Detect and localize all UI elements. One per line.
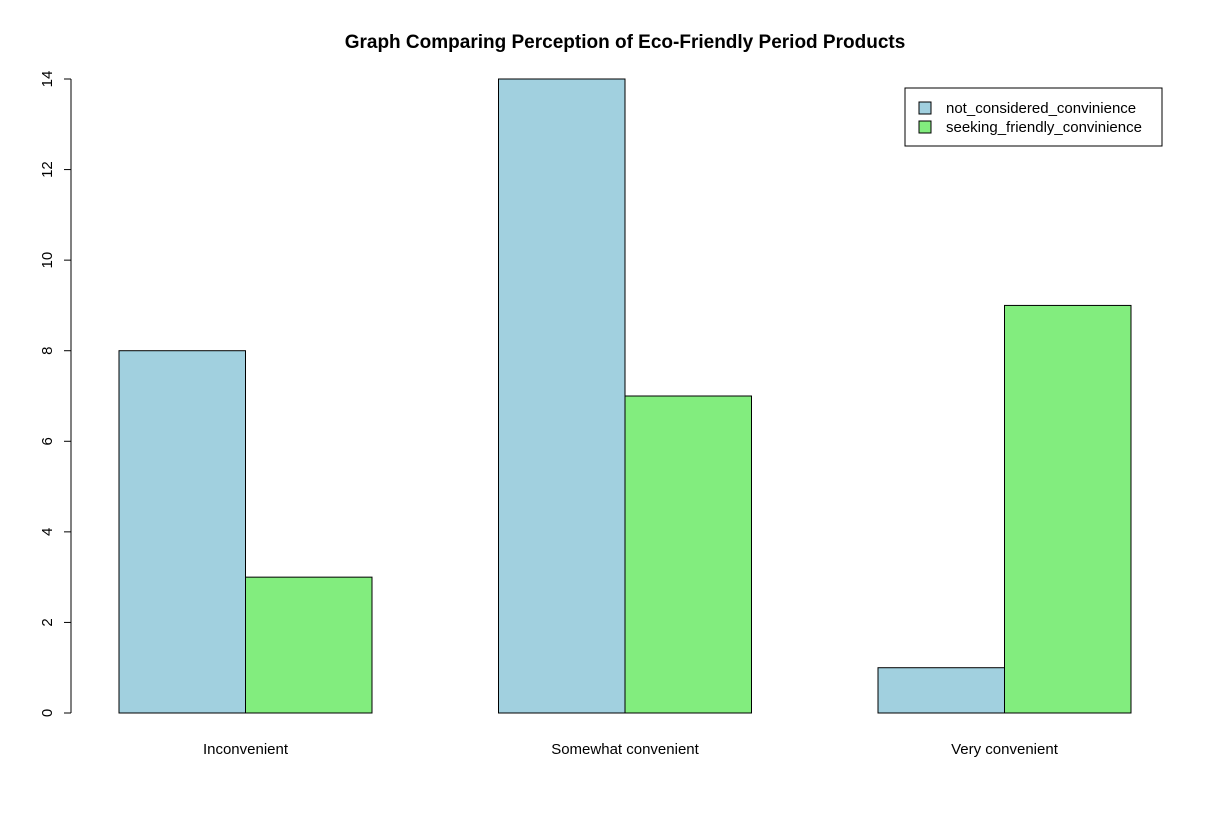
category-labels: Inconvenient Somewhat convenient Very conv… [203,741,1059,758]
category-label: Very convenient [951,741,1059,758]
legend: not_considered_convinience seeking_friend… [904,87,1163,147]
legend-swatch [918,101,932,115]
category-label: Inconvenient [203,741,289,758]
y-tick-label: 4 [39,528,56,536]
chart-title: Graph Comparing Perception of Eco-Friend… [345,32,906,53]
y-tick-label: 14 [39,71,56,88]
bar [118,350,246,714]
legend-swatch [918,120,932,134]
y-axis: 0 2 4 6 8 10 12 14 [39,71,72,717]
y-tick-label: 12 [39,161,56,178]
y-tick-label: 10 [39,252,56,269]
y-tick-label: 2 [39,618,56,626]
bar [1004,304,1132,714]
category-label: Somewhat convenient [551,741,699,758]
bars [118,78,1132,714]
legend-label: seeking_friendly_convinience [946,119,1142,136]
legend-label: not_considered_convinience [946,100,1136,117]
bar [877,667,1005,714]
bar [245,576,373,714]
legend-box [904,87,1163,147]
y-tick-label: 0 [39,709,56,717]
y-tick-label: 6 [39,437,56,445]
bar [624,395,752,714]
y-tick-label: 8 [39,347,56,355]
bar [498,78,626,714]
